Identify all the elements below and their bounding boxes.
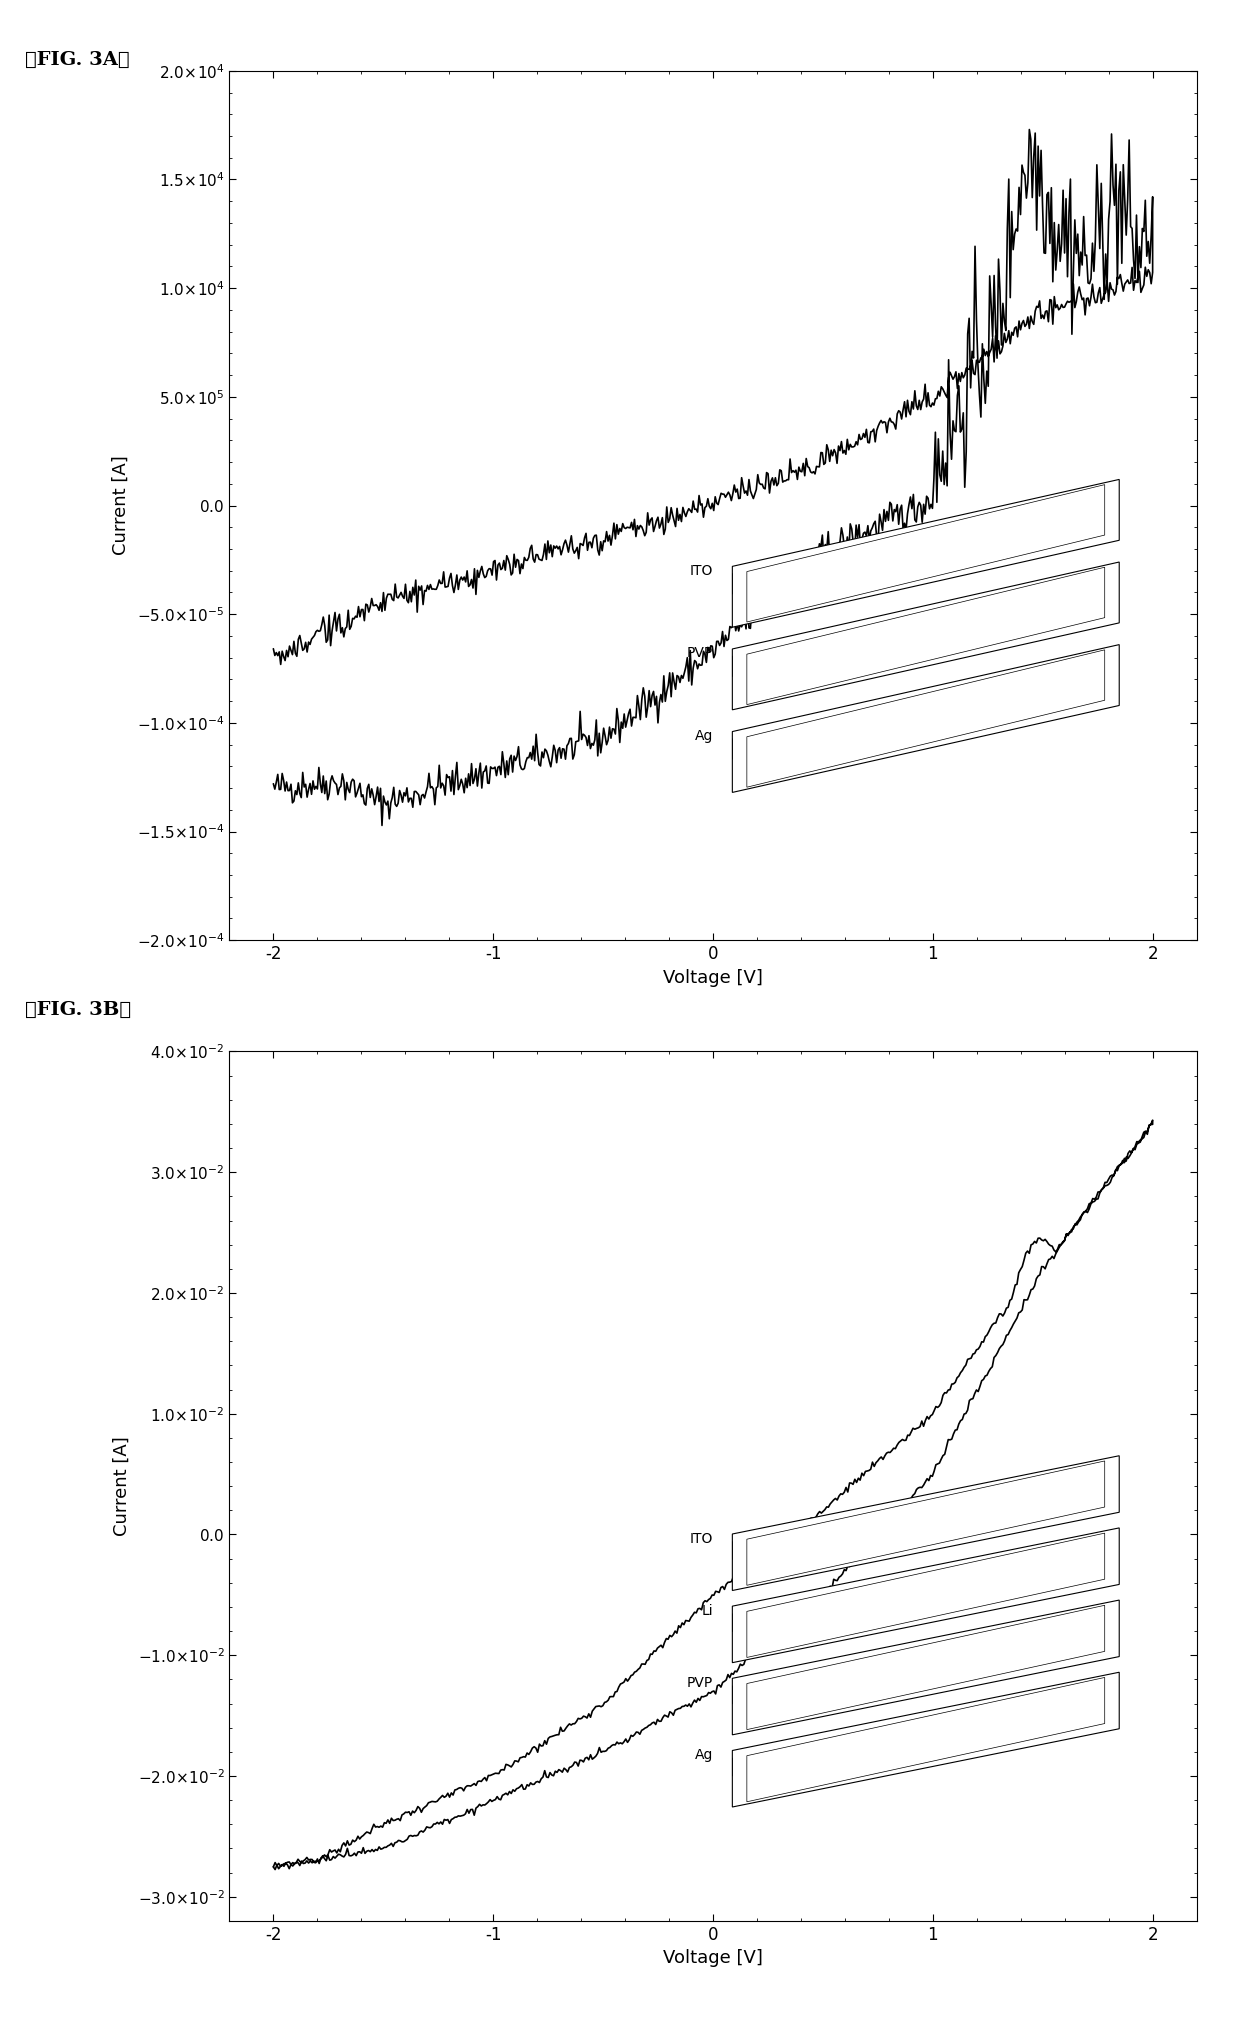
Polygon shape — [733, 1456, 1120, 1591]
Polygon shape — [733, 479, 1120, 627]
Polygon shape — [733, 1672, 1120, 1808]
Polygon shape — [733, 645, 1120, 793]
Text: ITO: ITO — [689, 564, 713, 578]
Y-axis label: Current [A]: Current [A] — [113, 1436, 130, 1537]
X-axis label: Voltage [V]: Voltage [V] — [663, 1949, 763, 1967]
Polygon shape — [733, 562, 1120, 710]
Polygon shape — [733, 1529, 1120, 1662]
Text: Li: Li — [702, 1603, 713, 1618]
Y-axis label: Current [A]: Current [A] — [112, 455, 130, 556]
Text: Ag: Ag — [694, 728, 713, 742]
Text: 【FIG. 3A】: 【FIG. 3A】 — [25, 51, 129, 69]
Polygon shape — [733, 1599, 1120, 1735]
Text: PVP: PVP — [687, 647, 713, 661]
Text: 【FIG. 3B】: 【FIG. 3B】 — [25, 1001, 131, 1019]
Text: Ag: Ag — [694, 1749, 713, 1763]
X-axis label: Voltage [V]: Voltage [V] — [663, 969, 763, 987]
Text: PVP: PVP — [687, 1676, 713, 1690]
Text: ITO: ITO — [689, 1533, 713, 1545]
